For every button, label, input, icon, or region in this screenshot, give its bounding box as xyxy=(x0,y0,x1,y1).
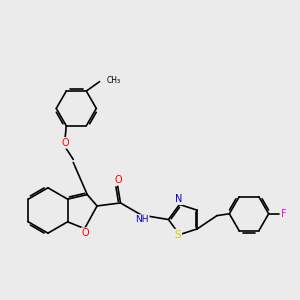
Text: CH₃: CH₃ xyxy=(106,76,121,85)
Text: N: N xyxy=(175,194,182,204)
Text: NH: NH xyxy=(135,215,149,224)
Text: S: S xyxy=(175,230,181,240)
Text: O: O xyxy=(61,138,69,148)
Text: O: O xyxy=(82,228,89,238)
Text: F: F xyxy=(281,209,286,219)
Text: O: O xyxy=(114,175,122,185)
